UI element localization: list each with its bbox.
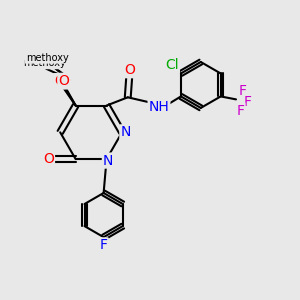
Text: methoxy: methoxy bbox=[31, 53, 68, 62]
Text: F: F bbox=[100, 238, 108, 252]
Text: F: F bbox=[236, 103, 244, 118]
Text: NH: NH bbox=[148, 100, 170, 114]
Text: F: F bbox=[244, 95, 252, 109]
Text: O: O bbox=[54, 74, 65, 88]
Text: methoxy: methoxy bbox=[23, 58, 66, 68]
Text: O: O bbox=[58, 74, 69, 88]
Text: N: N bbox=[120, 125, 131, 139]
Text: N: N bbox=[103, 154, 113, 168]
Text: methoxy: methoxy bbox=[26, 53, 68, 63]
Text: O: O bbox=[43, 152, 54, 166]
Text: O: O bbox=[59, 74, 70, 88]
Text: F: F bbox=[238, 83, 247, 98]
Text: O: O bbox=[124, 63, 135, 77]
Text: Cl: Cl bbox=[165, 58, 179, 72]
